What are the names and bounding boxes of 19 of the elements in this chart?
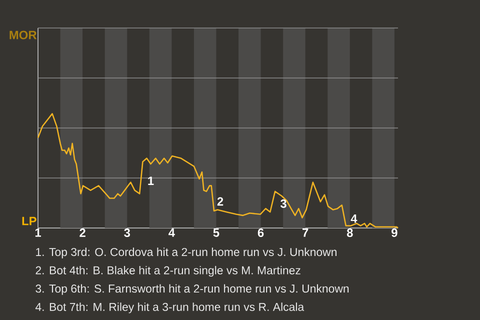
text: LP	[22, 216, 36, 226]
x-tick-label: 7	[302, 228, 308, 237]
x-tick-label: 6	[258, 228, 264, 237]
x-tick-label: 3	[124, 228, 130, 238]
x-tick-label: 5	[213, 228, 220, 237]
x-tick-label: 9	[392, 228, 398, 237]
text: 1. Top 3rd: O. Cordova hit a 2-run home run vs J. Unknown	[36, 248, 336, 258]
annotation: 1	[148, 176, 154, 186]
text: MOR	[10, 30, 37, 40]
annotation: 3	[280, 199, 286, 208]
text: 3. Top 6th: S. Farnsworth hit a 2-run home run vs J. Unknown	[36, 284, 349, 295]
x-tick-label: 1	[35, 228, 41, 237]
x-tick-label: 4	[168, 228, 175, 237]
text: 4. Bot 7th: M. Riley hit a 3-run home run vs R. Alcala	[35, 302, 304, 314]
annotation: 4	[350, 214, 358, 223]
x-tick-label: 2	[80, 228, 86, 237]
annotation: 2	[217, 197, 224, 206]
x-tick-label: 8	[346, 228, 353, 237]
text: 2. Bot 4th: B. Blake hit a 2-run single vs M. Martinez	[36, 266, 300, 277]
